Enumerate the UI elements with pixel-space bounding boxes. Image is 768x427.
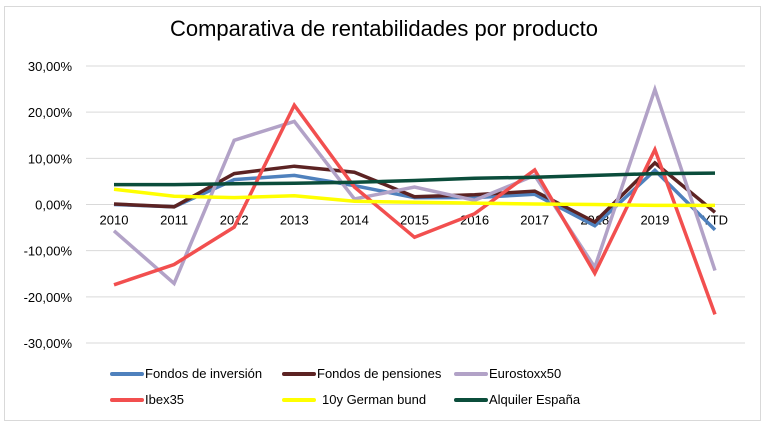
x-tick-label: 2011 — [160, 213, 188, 228]
legend-swatch — [110, 397, 144, 402]
legend-swatch — [282, 397, 316, 402]
x-tick-label: 2019 — [640, 213, 669, 228]
y-tick-label: 30,00% — [28, 59, 73, 74]
legend-label: Ibex35 — [145, 392, 185, 407]
x-tick-label: 2013 — [280, 213, 309, 228]
series-line-eurostoxx50 — [112, 83, 717, 287]
y-tick-label: 10,00% — [28, 151, 73, 166]
series-lines — [112, 83, 717, 315]
legend-item-ibex35[interactable]: Ibex35 — [110, 392, 184, 407]
legend-item-fondos-pensiones[interactable]: Fondos de pensiones — [282, 366, 441, 381]
legend-item-alquiler-espana[interactable]: Alquiler España — [454, 392, 580, 407]
x-tick-label: 2014 — [340, 213, 369, 228]
legend-label: Eurostoxx50 — [489, 366, 562, 381]
legend-swatch — [454, 397, 488, 402]
series-line-alquiler-espana — [114, 171, 716, 187]
legend-item-fondos-inversion[interactable]: Fondos de inversión — [110, 366, 262, 381]
x-tick-label: 2010 — [100, 213, 129, 228]
chart-frame — [4, 6, 761, 421]
legend-item-german-bund[interactable]: 10y German bund — [282, 392, 426, 407]
x-axis-ticks: 2010 2011 2012 2013 2014 2015 2016 2017 2018 2019… — [100, 213, 728, 228]
y-tick-label: 20,00% — [28, 105, 73, 120]
series-line-ibex35 — [113, 101, 717, 315]
x-tick-label: 2017 — [520, 213, 549, 228]
legend-label: Fondos de inversión — [145, 366, 263, 381]
legend-label: 10y German bund — [322, 392, 427, 407]
y-tick-label: -20,00% — [24, 290, 73, 305]
y-tick-label: 0,00% — [35, 198, 72, 213]
y-tick-label: -30,00% — [24, 336, 73, 351]
x-tick-label: 2015 — [400, 213, 429, 228]
y-axis-ticks: 30,00% 20,00% 10,00% 0,00% -10,00% -20,00% -30… — [24, 59, 73, 351]
legend-label: Alquiler España — [489, 392, 581, 407]
legend-label: Fondos de pensiones — [317, 366, 442, 381]
y-tick-label: -10,00% — [24, 244, 73, 259]
legend-swatch — [454, 371, 488, 376]
series-line-10y-german-bund — [113, 187, 715, 208]
legend-item-eurostoxx50[interactable]: Eurostoxx50 — [454, 366, 561, 381]
chart-title: Comparativa de rentabilidades por produc… — [169, 16, 599, 41]
legend-swatch — [110, 371, 144, 376]
legend-swatch — [282, 371, 316, 376]
